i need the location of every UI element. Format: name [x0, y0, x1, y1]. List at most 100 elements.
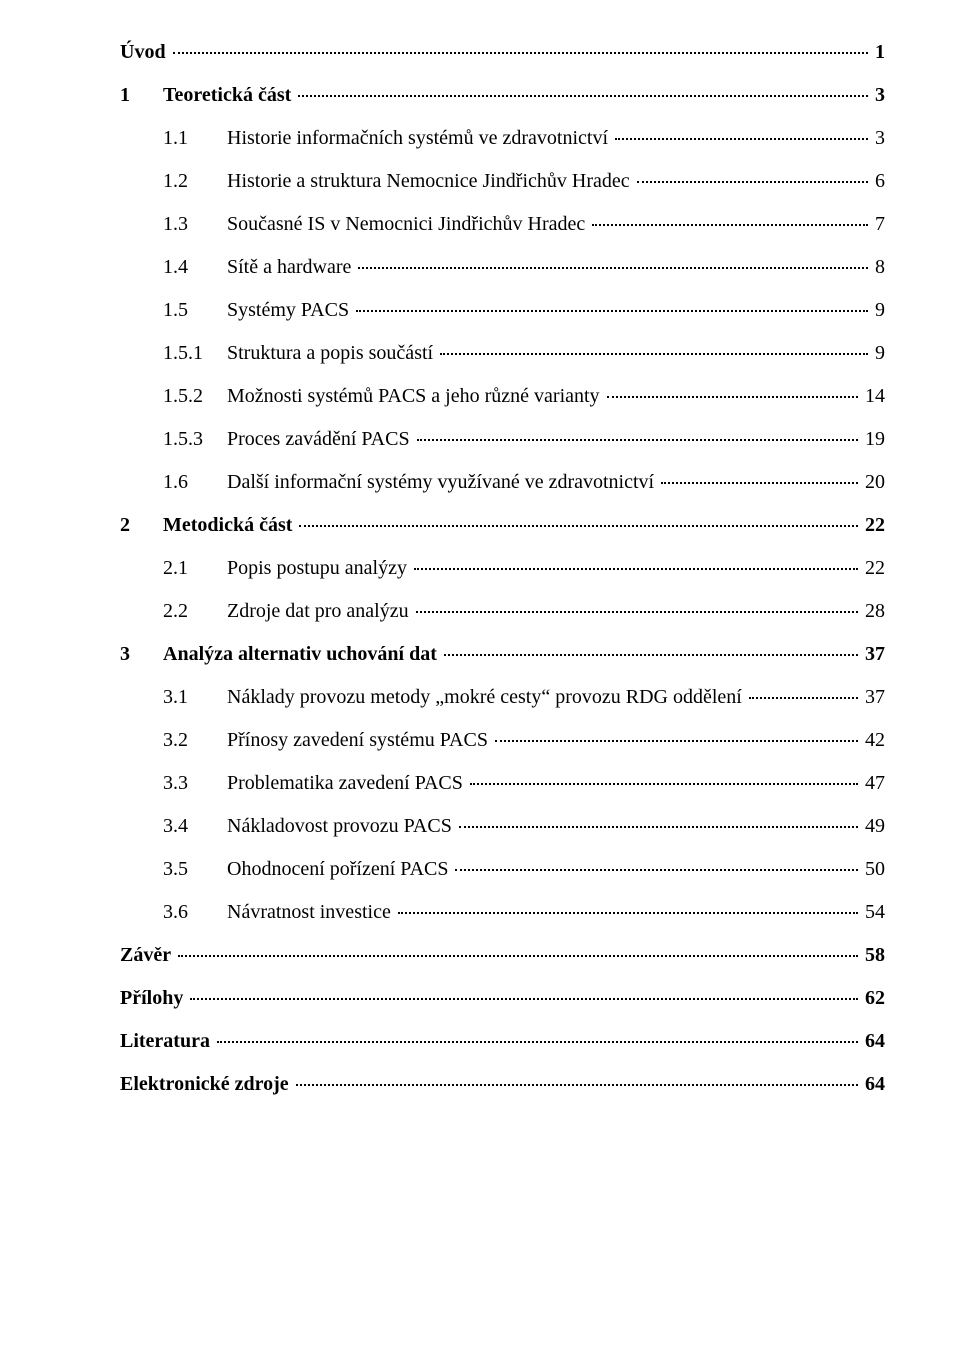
toc-entry-number: 1.6 — [163, 470, 227, 494]
toc-entry: 3.2Přínosy zavedení systému PACS 42 — [120, 718, 885, 761]
toc-entry-page: 62 — [861, 986, 885, 1010]
toc-entry: 1.3Současné IS v Nemocnici Jindřichův Hr… — [120, 202, 885, 245]
toc-entry-number: 3.2 — [163, 728, 227, 752]
toc-entry-page: 7 — [871, 212, 885, 236]
toc-entry-text: Teoretická část — [163, 83, 295, 107]
toc-leader-dots — [495, 740, 858, 742]
toc-entry-number: 1.5.3 — [163, 427, 227, 451]
toc-entry: 1.4Sítě a hardware8 — [120, 245, 885, 288]
toc-entry: 1.5.2Možnosti systémů PACS a jeho různé … — [120, 374, 885, 417]
toc-entry-text: Systémy PACS — [227, 298, 353, 322]
toc-entry: 2Metodická část22 — [120, 503, 885, 546]
toc-entry-page: 9 — [871, 298, 885, 322]
toc-entry-number: 1.2 — [163, 169, 227, 193]
toc-entry-number: 1.5 — [163, 298, 227, 322]
toc-entry-text: Struktura a popis součástí — [227, 341, 437, 365]
toc-entry-page: 50 — [861, 857, 885, 881]
toc-entry-number: 1.3 — [163, 212, 227, 236]
toc-leader-dots — [217, 1041, 858, 1043]
toc-leader-dots — [607, 396, 858, 398]
toc-leader-dots — [416, 611, 858, 613]
toc-entry: 3.3Problematika zavedení PACS 47 — [120, 761, 885, 804]
toc-entry-text: Další informační systémy využívané ve zd… — [227, 470, 658, 494]
toc-entry-number: 2.1 — [163, 556, 227, 580]
toc-entry: 3.5Ohodnocení pořízení PACS50 — [120, 847, 885, 890]
toc-entry-text: Proces zavádění PACS — [227, 427, 414, 451]
toc-entry-page: 1 — [871, 40, 885, 64]
toc-entry-text: Návratnost investice — [227, 900, 395, 924]
toc-entry: 2.2Zdroje dat pro analýzu28 — [120, 589, 885, 632]
toc-leader-dots — [173, 52, 868, 54]
toc-leader-dots — [190, 998, 858, 1000]
toc-entry-number: 3.1 — [163, 685, 227, 709]
toc-entry-text: Zdroje dat pro analýzu — [227, 599, 413, 623]
toc-leader-dots — [749, 697, 858, 699]
toc-entry: Literatura64 — [120, 1019, 885, 1062]
toc-entry: 1Teoretická část 3 — [120, 73, 885, 116]
toc-entry-number: 3 — [120, 642, 163, 666]
toc-entry-text: Historie a struktura Nemocnice Jindřichů… — [227, 169, 634, 193]
toc-entry-text: Sítě a hardware — [227, 255, 355, 279]
toc-entry-page: 20 — [861, 470, 885, 494]
toc-entry: Úvod 1 — [120, 30, 885, 73]
toc-entry-page: 37 — [861, 642, 885, 666]
toc-entry-text: Literatura — [120, 1029, 214, 1053]
toc-entry-page: 19 — [861, 427, 885, 451]
toc-entry-number: 1 — [120, 83, 163, 107]
toc-entry-number: 1.5.1 — [163, 341, 227, 365]
toc-leader-dots — [414, 568, 858, 570]
toc-entry-page: 3 — [871, 83, 885, 107]
toc-entry: 3Analýza alternativ uchování dat 37 — [120, 632, 885, 675]
toc-leader-dots — [459, 826, 858, 828]
toc-entry-number: 1.1 — [163, 126, 227, 150]
toc-entry-page: 58 — [861, 943, 885, 967]
toc-entry-text: Problematika zavedení PACS — [227, 771, 467, 795]
toc-entry-text: Současné IS v Nemocnici Jindřichův Hrade… — [227, 212, 589, 236]
toc-entry-page: 54 — [861, 900, 885, 924]
toc-entry-page: 64 — [861, 1072, 885, 1096]
toc-leader-dots — [615, 138, 868, 140]
toc-entry: 1.5.1Struktura a popis součástí9 — [120, 331, 885, 374]
toc-entry: 1.2Historie a struktura Nemocnice Jindři… — [120, 159, 885, 202]
toc-entry-text: Závěr — [120, 943, 175, 967]
toc-leader-dots — [358, 267, 868, 269]
toc-entry: 3.1Náklady provozu metody „mokré cesty“ … — [120, 675, 885, 718]
toc-entry-text: Ohodnocení pořízení PACS — [227, 857, 452, 881]
toc-entry: Elektronické zdroje64 — [120, 1062, 885, 1105]
toc-entry-page: 42 — [861, 728, 885, 752]
toc-entry-text: Historie informačních systémů ve zdravot… — [227, 126, 612, 150]
toc-leader-dots — [296, 1084, 858, 1086]
toc-entry: 1.5.3Proces zavádění PACS 19 — [120, 417, 885, 460]
toc-entry: 2.1Popis postupu analýzy22 — [120, 546, 885, 589]
toc-entry-number: 3.4 — [163, 814, 227, 838]
toc-entry-number: 3.3 — [163, 771, 227, 795]
toc-entry-text: Přílohy — [120, 986, 187, 1010]
toc-leader-dots — [417, 439, 858, 441]
toc-entry: 1.5Systémy PACS 9 — [120, 288, 885, 331]
toc-leader-dots — [470, 783, 858, 785]
toc-leader-dots — [637, 181, 868, 183]
toc-entry: 3.4Nákladovost provozu PACS49 — [120, 804, 885, 847]
toc-entry-page: 28 — [861, 599, 885, 623]
toc-leader-dots — [440, 353, 868, 355]
toc-entry-text: Přínosy zavedení systému PACS — [227, 728, 492, 752]
toc-leader-dots — [455, 869, 858, 871]
toc-entry-page: 47 — [861, 771, 885, 795]
toc-entry-text: Možnosti systémů PACS a jeho různé varia… — [227, 384, 604, 408]
toc-entry-text: Popis postupu analýzy — [227, 556, 411, 580]
toc-leader-dots — [398, 912, 858, 914]
toc-leader-dots — [298, 95, 868, 97]
toc-entry-text: Úvod — [120, 40, 170, 64]
toc-entry-page: 14 — [861, 384, 885, 408]
table-of-contents: Úvod11Teoretická část31.1Historie inform… — [120, 30, 885, 1105]
toc-entry-page: 37 — [861, 685, 885, 709]
toc-entry-text: Analýza alternativ uchování dat — [163, 642, 441, 666]
toc-entry-text: Metodická část — [163, 513, 296, 537]
toc-entry-page: 3 — [871, 126, 885, 150]
toc-entry-text: Náklady provozu metody „mokré cesty“ pro… — [227, 685, 746, 709]
toc-entry: 1.6Další informační systémy využívané ve… — [120, 460, 885, 503]
toc-leader-dots — [592, 224, 868, 226]
toc-entry-number: 1.5.2 — [163, 384, 227, 408]
toc-entry: Závěr 58 — [120, 933, 885, 976]
toc-leader-dots — [444, 654, 858, 656]
